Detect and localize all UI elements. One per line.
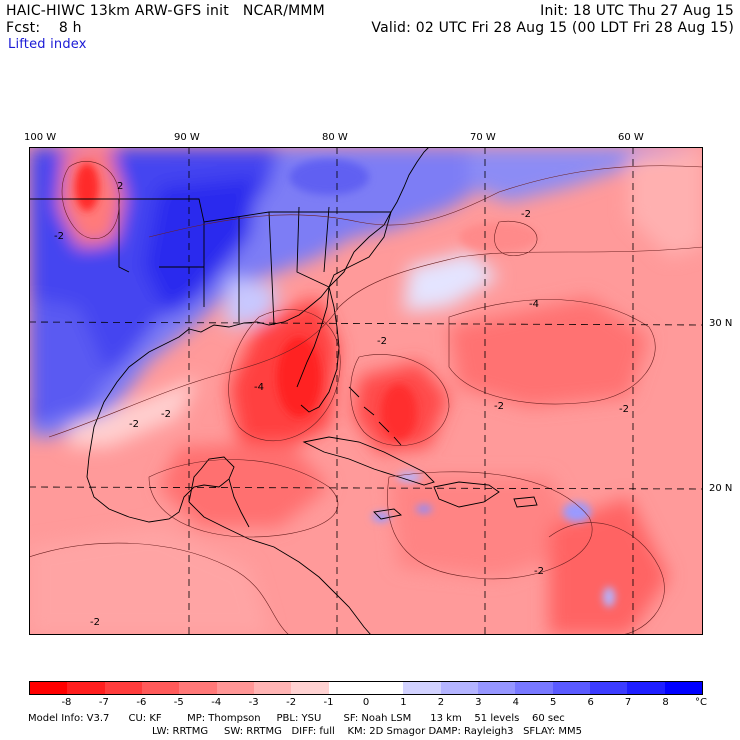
contour-label: -4 <box>529 299 539 310</box>
lat-label-30n: 30 N <box>709 318 733 329</box>
contour-label: -2 <box>161 409 171 420</box>
colorbar-label: 8 <box>662 697 669 708</box>
contour-label: -2 <box>521 209 531 220</box>
lon-label-60w: 60 W <box>618 132 644 143</box>
colorbar-swatch <box>67 682 105 694</box>
init-time: Init: 18 UTC Thu 27 Aug 15 <box>540 3 734 19</box>
colorbar-swatch <box>141 682 180 694</box>
model-info-line2: LW: RRTMG SW: RRTMG DIFF: full KM: 2D Sm… <box>152 726 582 737</box>
colorbar-label: 0 <box>362 697 370 708</box>
coastlines <box>29 147 538 635</box>
colorbar-swatch <box>179 682 217 694</box>
contour-label: 2 <box>117 181 123 192</box>
colorbar-label: 1 <box>400 697 407 708</box>
colorbar-unit: °C <box>695 697 707 708</box>
contour-label: -2 <box>534 566 544 577</box>
colorbar-swatch <box>291 682 329 694</box>
contour-label: -4 <box>254 382 264 393</box>
colorbar-swatch <box>30 682 68 694</box>
colorbar-label: 2 <box>437 697 445 708</box>
contour-label: -2 <box>129 419 139 430</box>
graticule <box>29 147 703 635</box>
colorbar-swatch <box>253 682 292 694</box>
colorbar-label: 4 <box>512 697 519 708</box>
plot-title: HAIC-HIWC 13km ARW-GFS init NCAR/MMM <box>6 3 325 19</box>
colorbar-label: -5 <box>173 697 184 708</box>
colorbar-swatch <box>627 682 665 694</box>
lifted-index-map: 2 -2 -2 -2 -2 -2 -2 -2 -4 -4 -2 -2 <box>29 147 703 635</box>
colorbar-label: 7 <box>624 697 632 708</box>
forecast-hour: Fcst: 8 h <box>6 20 82 36</box>
contour-label: -2 <box>377 336 387 347</box>
model-info-line1: Model Info: V3.7 CU: KF MP: Thompson PBL… <box>28 713 565 724</box>
lon-label-70w: 70 W <box>470 132 496 143</box>
colorbar-label: -3 <box>248 697 259 708</box>
colorbar-label: -1 <box>323 697 334 708</box>
lat-label-20n: 20 N <box>709 483 733 494</box>
colorbar-label: -4 <box>211 697 222 708</box>
colorbar-label: -8 <box>61 697 72 708</box>
contour-label: -2 <box>90 617 100 628</box>
contour-label: -2 <box>619 404 629 415</box>
colorbar-swatch <box>552 682 590 694</box>
lon-label-90w: 90 W <box>174 132 200 143</box>
colorbar-swatch <box>664 682 702 694</box>
colorbar-swatch <box>104 682 142 694</box>
colorbar-label: -2 <box>286 697 297 708</box>
colorbar-swatch <box>589 682 628 694</box>
contour-label: -2 <box>494 401 504 412</box>
li-contours <box>29 161 703 635</box>
colorbar-label: 5 <box>550 697 557 708</box>
colorbar-swatch <box>365 682 404 694</box>
colorbar-label: -7 <box>98 697 109 708</box>
colorbar-label: -6 <box>136 697 147 708</box>
contour-label-group: 2 -2 -2 -2 -2 -2 -2 -2 -4 -4 -2 -2 <box>54 181 629 628</box>
map-frame <box>29 147 703 635</box>
colorbar <box>29 681 703 695</box>
colorbar-swatch <box>515 682 553 694</box>
colorbar-swatch <box>403 682 441 694</box>
colorbar-label: 3 <box>475 697 482 708</box>
lon-label-100w: 100 W <box>24 132 57 143</box>
colorbar-swatch <box>328 682 366 694</box>
lon-label-80w: 80 W <box>322 132 348 143</box>
colorbar-swatch <box>440 682 478 694</box>
contour-label: -2 <box>54 231 64 242</box>
field-shading <box>29 147 703 635</box>
colorbar-swatch <box>477 682 516 694</box>
colorbar-label: 6 <box>587 697 594 708</box>
field-name: Lifted index <box>8 37 87 52</box>
colorbar-swatch <box>216 682 254 694</box>
valid-time: Valid: 02 UTC Fri 28 Aug 15 (00 LDT Fri … <box>371 20 734 36</box>
